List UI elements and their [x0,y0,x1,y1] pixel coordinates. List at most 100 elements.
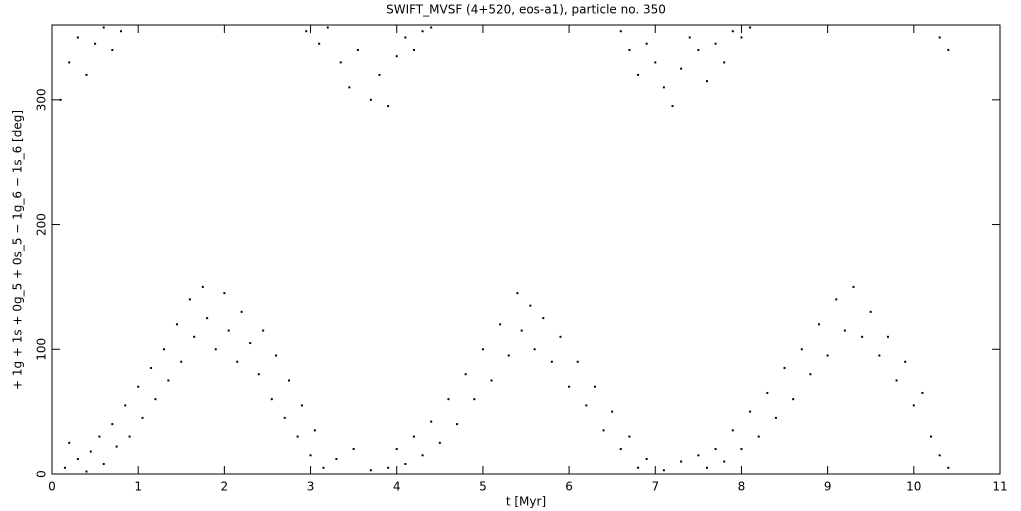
point [809,373,812,376]
y-tick-label: 300 [35,88,49,111]
point [89,450,92,453]
point [705,80,708,83]
point [895,379,898,382]
point [300,404,303,407]
point [283,416,286,419]
point [749,26,752,29]
point [318,42,321,45]
point [68,61,71,64]
point [568,385,571,388]
point [740,448,743,451]
point [697,48,700,51]
point [305,30,308,33]
point [119,30,122,33]
point [757,435,760,438]
point [352,448,355,451]
point [111,423,114,426]
point [861,335,864,338]
point [938,36,941,39]
x-tick-label: 1 [134,480,142,494]
point [533,348,536,351]
point [843,329,846,332]
point [740,36,743,39]
point [68,441,71,444]
point [124,404,127,407]
point [529,304,532,307]
point [85,73,88,76]
point [520,329,523,332]
point [705,466,708,469]
point [662,469,665,472]
point [447,398,450,401]
point [356,48,359,51]
point [499,323,502,326]
x-tick-label: 0 [48,480,56,494]
point [111,48,114,51]
point [309,454,312,457]
point [481,348,484,351]
point [137,385,140,388]
x-tick-label: 8 [738,480,746,494]
point [904,360,907,363]
point [412,48,415,51]
point [878,354,881,357]
point [154,398,157,401]
point [654,61,657,64]
point [227,329,230,332]
point [637,73,640,76]
point [550,360,553,363]
point [723,61,726,64]
x-tick-label: 7 [651,480,659,494]
point [206,317,209,320]
point [645,458,648,461]
point [262,329,265,332]
point [335,458,338,461]
point [576,360,579,363]
point [602,429,605,432]
point [76,458,79,461]
point [800,348,803,351]
point [102,463,105,466]
chart-title: SWIFT_MVSF (4+520, eos-a1), particle no.… [386,3,666,17]
point [395,448,398,451]
point [240,310,243,313]
point [369,469,372,472]
point [628,435,631,438]
point [288,379,290,382]
point [723,460,726,463]
point [456,423,459,426]
point [628,48,631,51]
point [430,26,433,29]
point [688,36,691,39]
point [85,470,88,473]
point [412,435,415,438]
point [188,298,191,301]
point [421,454,424,457]
point [490,379,493,382]
x-axis-label: t [Myr] [506,495,546,509]
point [102,26,105,29]
point [275,354,278,357]
point [387,105,390,108]
point [792,398,795,401]
y-tick-label: 0 [35,470,49,478]
point [714,448,717,451]
point [201,285,204,288]
point [542,317,545,320]
point [826,354,829,357]
point [852,285,855,288]
point [818,323,821,326]
point [395,55,398,58]
point [339,61,342,64]
point [115,445,118,448]
point [163,348,166,351]
point [593,385,596,388]
x-tick-label: 10 [906,480,921,494]
point [296,435,299,438]
point [404,36,407,39]
point [193,335,196,338]
point [912,404,915,407]
point [766,391,769,394]
point [76,36,79,39]
